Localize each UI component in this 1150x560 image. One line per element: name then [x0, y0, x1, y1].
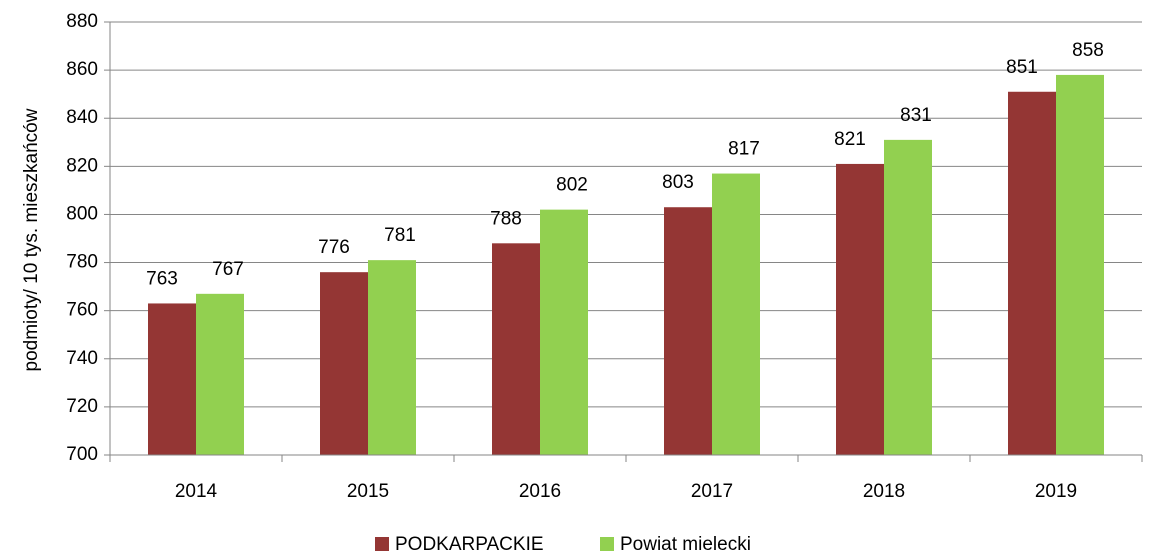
- data-label: 781: [384, 225, 416, 246]
- y-tick-label: 800: [66, 203, 98, 224]
- data-label: 851: [1006, 57, 1038, 78]
- data-label: 788: [490, 208, 522, 229]
- data-label: 858: [1072, 40, 1104, 61]
- bar: [320, 272, 368, 455]
- data-label: 767: [212, 259, 244, 280]
- x-tick-label: 2014: [175, 481, 218, 502]
- data-label: 817: [728, 139, 760, 160]
- data-label: 763: [146, 268, 178, 289]
- bar: [664, 207, 712, 455]
- bar: [540, 209, 588, 455]
- y-tick-label: 740: [66, 348, 98, 369]
- data-label: 776: [318, 237, 350, 258]
- y-tick-label: 860: [66, 59, 98, 80]
- legend-label: PODKARPACKIE: [395, 534, 544, 555]
- y-tick-label: 700: [66, 444, 98, 465]
- x-tick-label: 2017: [691, 481, 733, 502]
- bar: [368, 260, 416, 455]
- bar: [492, 243, 540, 455]
- x-tick-label: 2015: [347, 481, 389, 502]
- x-tick-label: 2016: [519, 481, 561, 502]
- legend-swatch: [600, 537, 614, 551]
- data-label: 803: [662, 172, 694, 193]
- bar: [836, 163, 884, 455]
- bar: [712, 173, 760, 456]
- data-label: 821: [834, 129, 866, 150]
- y-tick-label: 840: [66, 107, 98, 128]
- y-tick-label: 820: [66, 155, 98, 176]
- legend-swatch: [375, 537, 389, 551]
- legend-label: Powiat mielecki: [620, 534, 751, 555]
- y-tick-label: 780: [66, 252, 98, 273]
- x-tick-label: 2018: [863, 481, 905, 502]
- bar: [1008, 91, 1056, 455]
- y-tick-label: 720: [66, 396, 98, 417]
- y-axis-label: podmioty/ 10 tys. mieszkańców: [21, 108, 42, 371]
- y-tick-label: 760: [66, 300, 98, 321]
- data-label: 802: [556, 175, 588, 196]
- bar: [148, 303, 196, 455]
- x-tick-label: 2019: [1035, 481, 1077, 502]
- y-tick-label: 880: [66, 11, 98, 32]
- data-label: 831: [900, 105, 932, 126]
- bar: [1056, 74, 1104, 455]
- bar: [196, 293, 244, 455]
- bar: [884, 139, 932, 455]
